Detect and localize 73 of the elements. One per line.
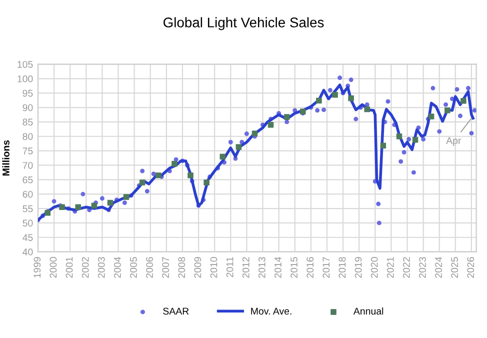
y-tick-label: 60 — [22, 190, 33, 198]
x-tick-label: 2001 — [66, 257, 73, 278]
x-tick-label: 2009 — [194, 257, 202, 278]
y-tick-label: 55 — [22, 205, 33, 212]
point — [220, 154, 226, 160]
x-tick-label: 2013 — [258, 257, 266, 278]
point — [172, 160, 178, 167]
annotation: Apr — [446, 137, 462, 146]
point — [268, 122, 274, 128]
point — [412, 136, 418, 143]
x-tick-label: 2016 — [306, 257, 314, 278]
point — [75, 204, 81, 210]
point — [444, 108, 450, 114]
x-tick-label: 2010 — [210, 257, 218, 278]
x-tick-label: 2000 — [50, 257, 57, 278]
point — [396, 133, 402, 140]
point — [300, 108, 306, 114]
legend-label: SAAR — [163, 308, 189, 315]
x-tick-label: 2003 — [98, 257, 105, 278]
x-tick-label: 2015 — [290, 257, 298, 278]
y-tick-label: 90 — [22, 104, 33, 112]
x-tick-label: 2019 — [354, 257, 362, 278]
y-tick-label: 50 — [22, 220, 33, 227]
y-tick-label: 70 — [22, 162, 33, 169]
point — [252, 130, 258, 136]
point — [91, 202, 98, 209]
point — [460, 98, 466, 104]
x-tick-label: 2026 — [467, 257, 474, 278]
point — [188, 172, 194, 178]
chart-title: Global Light Vehicle Sales — [164, 17, 324, 30]
point — [364, 106, 370, 112]
point — [380, 142, 386, 148]
y-tick-label: 65 — [22, 176, 33, 184]
x-tick-label: 2006 — [146, 257, 153, 278]
y-tick-label: 45 — [22, 234, 33, 241]
x-tick-label: 2022 — [402, 257, 410, 278]
point — [107, 200, 114, 206]
x-tick-label: 2021 — [386, 257, 394, 278]
x-tick-label: 2004 — [114, 256, 121, 278]
x-tick-label: 2011 — [226, 257, 234, 278]
point — [316, 98, 322, 104]
y-tick-label: 105 — [18, 60, 33, 68]
point — [156, 172, 162, 178]
point — [348, 95, 354, 102]
point — [204, 180, 210, 186]
x-tick-label: 2008 — [178, 257, 186, 278]
y-tick-label: 100 — [18, 75, 33, 82]
point — [139, 180, 146, 186]
x-tick-label: 2025 — [451, 257, 458, 278]
y-tick-label: 40 — [22, 248, 33, 256]
point — [123, 194, 130, 200]
legend-label: Mov. Ave. — [251, 308, 292, 315]
x-tick-label: 2024 — [435, 256, 442, 278]
y-axis-title: Millions — [2, 140, 10, 176]
x-tick-label: 2005 — [130, 257, 137, 278]
x-tick-label: 2014 — [274, 256, 282, 278]
y-tick-label: 75 — [22, 148, 33, 154]
x-tick-label: 2018 — [338, 257, 346, 278]
legend-label: Annual — [353, 307, 384, 315]
x-tick-label: 2007 — [162, 257, 170, 278]
point — [428, 114, 434, 120]
y-tick-label: 95 — [22, 90, 33, 97]
point — [332, 92, 338, 98]
x-tick-label: 1999 — [34, 257, 41, 278]
x-tick-label: 2020 — [370, 257, 378, 278]
x-tick-label: 2017 — [322, 257, 330, 278]
point — [236, 144, 242, 150]
x-tick-label: 2012 — [242, 257, 250, 278]
x-tick-label: 2023 — [419, 257, 426, 278]
y-tick-label: 85 — [22, 118, 33, 126]
x-tick-label: 2002 — [82, 257, 89, 278]
y-tick-label: 80 — [22, 133, 33, 140]
point — [284, 114, 290, 120]
